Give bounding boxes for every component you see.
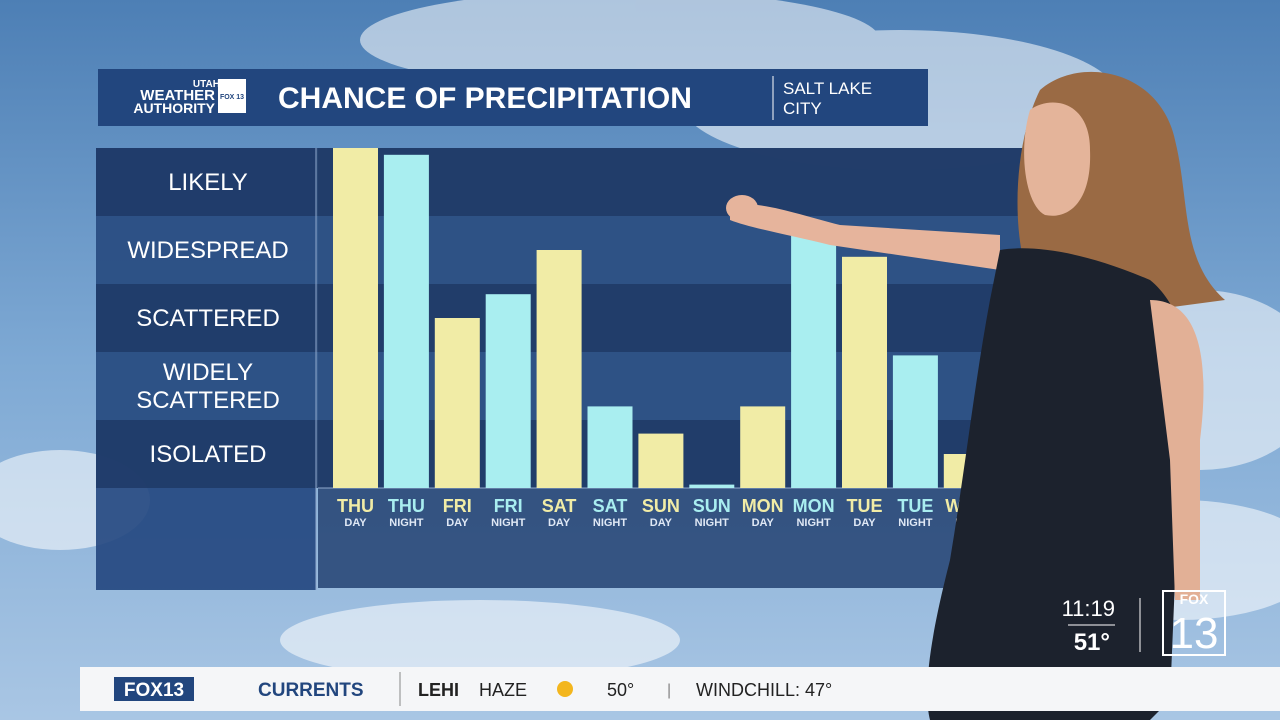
- x-tick-label: THU: [337, 496, 374, 516]
- ticker-section: CURRENTS: [258, 680, 364, 701]
- logo-text: WEATHER: [140, 87, 215, 104]
- presenter: [726, 71, 1225, 720]
- x-tick-label: TUE: [847, 496, 883, 516]
- title: CHANCE OF PRECIPITATION: [278, 82, 692, 115]
- x-tick-sublabel: DAY: [650, 517, 673, 529]
- ticker-extra: WINDCHILL: 47°: [696, 680, 832, 700]
- clock-temp: 51°: [1074, 629, 1110, 656]
- ticker-city: LEHI: [418, 680, 459, 700]
- bar: [791, 229, 837, 488]
- bar: [485, 294, 531, 488]
- ticker-temp: 50°: [607, 680, 634, 700]
- bar: [892, 355, 938, 488]
- x-tick-sublabel: DAY: [853, 517, 876, 529]
- x-tick-sublabel: DAY: [344, 517, 367, 529]
- x-tick-label: SUN: [693, 496, 731, 516]
- x-tick-label: SUN: [642, 496, 680, 516]
- bar: [536, 250, 582, 488]
- bar: [842, 256, 887, 488]
- ticker-bar: [80, 667, 1280, 711]
- x-tick-label: MON: [793, 496, 835, 516]
- level-row: [96, 148, 1030, 216]
- ticker-logo-box: [114, 677, 194, 701]
- logo-text: UTAH'S: [193, 79, 229, 90]
- bar: [740, 406, 786, 488]
- bar: [638, 433, 684, 488]
- level-label: SCATTERED: [136, 305, 280, 332]
- x-tick-sublabel: NIGHT: [898, 517, 933, 529]
- level-label: WIDESPREAD: [127, 237, 288, 264]
- x-tick-label: FRI: [443, 496, 472, 516]
- logo-badge: [218, 79, 246, 113]
- level-label: LIKELY: [168, 169, 248, 196]
- x-tick-sublabel: NIGHT: [491, 517, 526, 529]
- location: CITY: [783, 99, 822, 118]
- level-label: SCATTERED: [136, 387, 280, 414]
- clock-time: 11:19: [1062, 596, 1115, 621]
- ticker-condition: HAZE: [479, 680, 527, 700]
- sun-icon: [557, 681, 573, 697]
- chart: LIKELYWIDESPREADSCATTEREDWIDELYSCATTERED…: [96, 148, 1030, 590]
- x-tick-sublabel: DAY: [548, 517, 571, 529]
- station-logo-text: FOX: [1180, 591, 1209, 607]
- level-label: WIDELY: [163, 359, 253, 386]
- x-tick-label: THU: [388, 496, 425, 516]
- x-tick-label: MON: [742, 496, 784, 516]
- bar: [689, 484, 735, 488]
- bar: [434, 318, 480, 488]
- bar: [333, 148, 378, 488]
- x-tick-label: FRI: [494, 496, 523, 516]
- station-logo-num: 13: [1170, 609, 1219, 658]
- x-tick-label: SAT: [593, 496, 628, 516]
- bar: [587, 406, 633, 488]
- logo-badge-text: FOX 13: [220, 94, 244, 101]
- x-tick-sublabel: NIGHT: [695, 517, 730, 529]
- x-tick-sublabel: DAY: [446, 517, 469, 529]
- x-tick-sublabel: DAY: [752, 517, 775, 529]
- x-tick-sublabel: NIGHT: [389, 517, 424, 529]
- logo-text: AUTHORITY: [133, 100, 215, 116]
- level-label: ISOLATED: [150, 441, 267, 468]
- station-logo: [1162, 590, 1226, 656]
- location: SALT LAKE: [783, 79, 872, 98]
- x-tick-label: SAT: [542, 496, 577, 516]
- x-tick-sublabel: NIGHT: [796, 517, 831, 529]
- bar: [383, 154, 429, 489]
- ticker-separator: |: [667, 682, 671, 699]
- ticker-logo: FOX13: [124, 680, 184, 701]
- x-tick-label: TUE: [897, 496, 933, 516]
- x-tick-sublabel: NIGHT: [593, 517, 628, 529]
